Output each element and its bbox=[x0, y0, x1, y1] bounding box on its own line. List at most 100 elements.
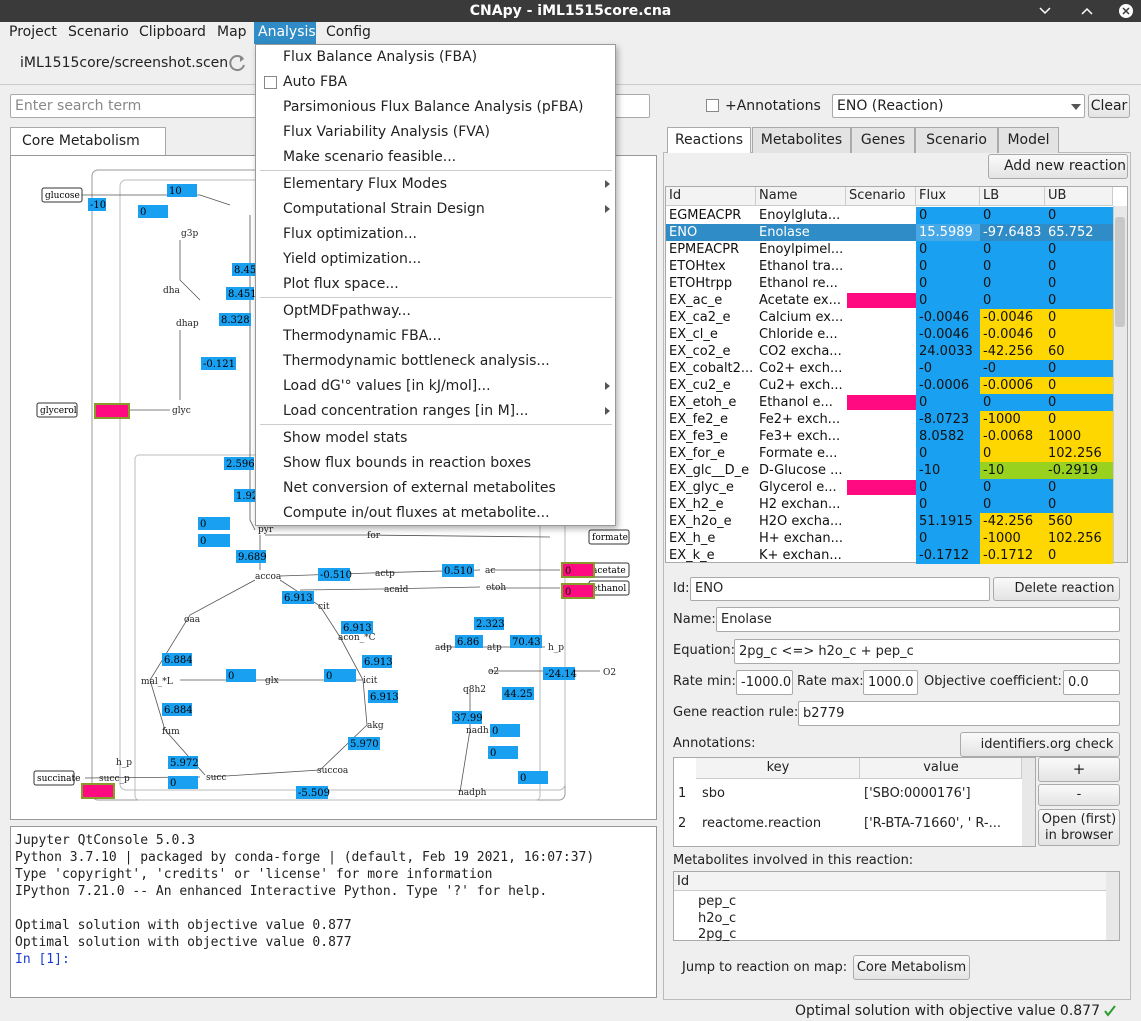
table-cell[interactable]: -42.256 bbox=[983, 514, 1034, 529]
selection-combo[interactable]: ENO (Reaction) bbox=[832, 94, 1085, 118]
remove-annotation[interactable]: - bbox=[1038, 784, 1120, 806]
metabolite-item[interactable]: pep_c bbox=[698, 894, 737, 909]
table-cell[interactable]: 0 bbox=[1048, 276, 1057, 291]
table-cell[interactable]: Ethanol e... bbox=[759, 395, 833, 410]
table-cell[interactable]: EX_cl_e bbox=[669, 327, 718, 342]
table-cell[interactable]: CO2 excha... bbox=[759, 344, 842, 359]
table-cell[interactable]: 0 bbox=[983, 208, 992, 223]
menu-item[interactable]: Clipboard bbox=[139, 24, 206, 40]
table-cell[interactable]: 1000 bbox=[1048, 429, 1082, 444]
metabolite-item[interactable]: 2pg_c bbox=[698, 927, 737, 942]
menu-entry[interactable]: Flux optimization... bbox=[283, 226, 418, 242]
table-cell[interactable]: 0 bbox=[1048, 480, 1057, 495]
menu-entry[interactable]: Compute in/out fluxes at metabolite... bbox=[283, 505, 550, 521]
menu-entry[interactable]: Computational Strain Design bbox=[283, 201, 485, 217]
clear-button[interactable]: Clear bbox=[1088, 94, 1130, 118]
table-cell[interactable]: 0 bbox=[983, 446, 992, 461]
table-cell[interactable]: EX_k_e bbox=[669, 548, 715, 563]
table-cell[interactable]: 0 bbox=[919, 208, 928, 223]
table-cell[interactable]: Co2+ exch... bbox=[759, 361, 843, 376]
table-cell[interactable]: -97.6483 bbox=[983, 225, 1042, 240]
identifiers-button[interactable]: identifiers.org check bbox=[960, 732, 1120, 757]
table-cell[interactable]: 0 bbox=[1048, 242, 1057, 257]
table-cell[interactable]: Enoylpimel... bbox=[759, 242, 844, 257]
table-cell[interactable]: -10 bbox=[983, 463, 1005, 478]
table-cell[interactable]: 0 bbox=[1048, 293, 1057, 308]
right-tab[interactable]: Reactions bbox=[667, 127, 751, 153]
table-cell[interactable]: Acetate ex... bbox=[759, 293, 841, 308]
table-cell[interactable]: 0 bbox=[1048, 327, 1057, 342]
menu-entry[interactable]: Flux Balance Analysis (FBA) bbox=[283, 49, 478, 65]
table-cell[interactable]: -0.0006 bbox=[983, 378, 1034, 393]
menu-entry[interactable]: Auto FBA bbox=[283, 74, 348, 90]
menu-checkbox[interactable] bbox=[264, 76, 277, 89]
table-cell[interactable]: 0 bbox=[983, 242, 992, 257]
jump-button[interactable]: Core Metabolism bbox=[853, 955, 970, 980]
column-header-text[interactable]: LB bbox=[983, 188, 1000, 203]
table-cell[interactable]: 15.5989 bbox=[919, 225, 973, 240]
table-cell[interactable]: 0 bbox=[919, 276, 928, 291]
menu-entry[interactable]: Load dG'° values [in kJ/mol]... bbox=[283, 378, 491, 394]
annotation-cell[interactable]: 1 bbox=[678, 786, 687, 801]
table-cell[interactable]: 102.256 bbox=[1048, 531, 1102, 546]
table-cell[interactable]: K+ exchan... bbox=[759, 548, 842, 563]
table-cell[interactable]: Fe3+ exch... bbox=[759, 429, 841, 444]
table-cell[interactable]: EX_fe3_e bbox=[669, 429, 728, 444]
menu-entry[interactable]: Thermodynamic FBA... bbox=[283, 328, 442, 344]
table-cell[interactable]: H2O excha... bbox=[759, 514, 843, 529]
table-cell[interactable]: Ethanol re... bbox=[759, 276, 838, 291]
table-cell[interactable]: EX_h2o_e bbox=[669, 514, 732, 529]
table-cell[interactable]: 8.0582 bbox=[919, 429, 965, 444]
table-cell[interactable]: 0 bbox=[1048, 497, 1057, 512]
table-cell[interactable]: EX_fe2_e bbox=[669, 412, 728, 427]
menu-entry[interactable]: Elementary Flux Modes bbox=[283, 176, 448, 192]
menu-entry[interactable]: Flux Variability Analysis (FVA) bbox=[283, 124, 490, 140]
reload-icon[interactable] bbox=[228, 53, 248, 73]
table-cell[interactable]: ENO bbox=[669, 225, 698, 240]
table-cell[interactable]: -0.1712 bbox=[919, 548, 970, 563]
table-cell[interactable]: Enolase bbox=[759, 225, 810, 240]
table-cell[interactable]: -0.2919 bbox=[1048, 463, 1099, 478]
rate-max-input[interactable]: 1000.0 bbox=[863, 670, 918, 695]
right-tab[interactable]: Scenario bbox=[915, 127, 998, 153]
menu-item[interactable]: Config bbox=[326, 24, 371, 40]
delete-button[interactable]: Delete reaction bbox=[993, 577, 1120, 601]
table-cell[interactable]: 0 bbox=[919, 497, 928, 512]
table-cell[interactable]: Calcium ex... bbox=[759, 310, 844, 325]
add-reaction-button[interactable]: Add new reaction bbox=[988, 154, 1128, 179]
menu-entry[interactable]: Make scenario feasible... bbox=[283, 149, 457, 165]
table-cell[interactable]: 0 bbox=[919, 395, 928, 410]
table-cell[interactable]: -10 bbox=[919, 463, 941, 478]
table-cell[interactable]: EX_glc__D_e bbox=[669, 463, 750, 478]
open-browser[interactable]: Open (first) in browser bbox=[1038, 809, 1120, 846]
add-annotation[interactable]: + bbox=[1038, 757, 1120, 782]
table-cell[interactable]: Ethanol tra... bbox=[759, 259, 844, 274]
table-cell[interactable]: 60 bbox=[1048, 344, 1065, 359]
menu-entry[interactable]: Plot flux space... bbox=[283, 276, 399, 292]
name-input[interactable]: Enolase bbox=[716, 607, 1120, 632]
menu-entry[interactable]: Show model stats bbox=[283, 430, 408, 446]
annotation-cell[interactable]: ['R-BTA-71660', ' R-... bbox=[864, 816, 1002, 831]
table-cell[interactable]: Chloride e... bbox=[759, 327, 838, 342]
column-header-text[interactable]: UB bbox=[1048, 188, 1067, 203]
table-cell[interactable]: 0 bbox=[919, 446, 928, 461]
table-cell[interactable]: -0.0068 bbox=[983, 429, 1034, 444]
table-cell[interactable]: 65.752 bbox=[1048, 225, 1094, 240]
column-header-text[interactable]: Name bbox=[759, 188, 798, 203]
table-cell[interactable]: 0 bbox=[1048, 259, 1057, 274]
table-cell[interactable]: 0 bbox=[1048, 378, 1057, 393]
objective-input[interactable]: 0.0 bbox=[1063, 670, 1120, 695]
table-cell[interactable]: EX_cobalt2... bbox=[669, 361, 754, 376]
table-cell[interactable]: 0 bbox=[1048, 361, 1057, 376]
rate-min-input[interactable]: -1000.0 bbox=[736, 670, 793, 695]
table-cell[interactable]: 0 bbox=[1048, 412, 1057, 427]
right-tab[interactable]: Model bbox=[998, 127, 1059, 153]
column-header-text[interactable]: Flux bbox=[919, 188, 947, 203]
table-cell[interactable]: 0 bbox=[1048, 395, 1057, 410]
table-cell[interactable]: -42.256 bbox=[983, 344, 1034, 359]
table-cell[interactable]: 0 bbox=[1048, 310, 1057, 325]
table-cell[interactable]: D-Glucose ... bbox=[759, 463, 843, 478]
table-cell[interactable]: Formate e... bbox=[759, 446, 838, 461]
table-cell[interactable]: 0 bbox=[983, 259, 992, 274]
table-cell[interactable]: ETOHtex bbox=[669, 259, 726, 274]
